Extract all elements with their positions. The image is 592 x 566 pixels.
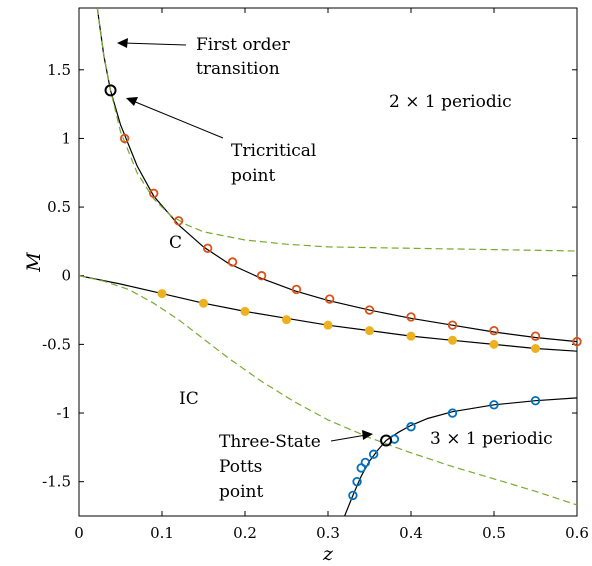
- orange-open-circle-marker: [148, 188, 159, 199]
- x-tick-label: 0.6: [565, 524, 589, 542]
- blue-open-circle-marker: [530, 395, 541, 406]
- y-axis-title: M: [23, 252, 45, 273]
- yellow-filled-circle-marker: [199, 298, 208, 308]
- x-tick-label: 0: [74, 524, 84, 542]
- x-tick-label: 0.5: [482, 524, 506, 542]
- blue-open-circle-marker: [360, 457, 371, 468]
- region-ic-label: IC: [179, 389, 199, 409]
- orange-open-circle-marker: [256, 271, 267, 281]
- first-order-label-line1: First order: [196, 35, 291, 55]
- tricritical-label-line2: point: [231, 166, 276, 186]
- yellow-filled-circle-marker: [323, 320, 333, 330]
- three-state-label-line2: Potts: [219, 457, 262, 477]
- yellow-filled-circle-marker: [489, 339, 499, 349]
- y-tick-label: 1.5: [47, 61, 71, 79]
- solid-boundary-line-2: [344, 397, 578, 517]
- blue-open-circle-marker: [368, 449, 379, 459]
- yellow-filled-circle-marker: [240, 306, 250, 316]
- tricritical-label-line1: Tricritical: [231, 141, 316, 161]
- solid-boundary-line-0: [96, 7, 578, 343]
- region-3x1-label: 3 × 1 periodic: [430, 429, 553, 449]
- yellow-filled-circle-marker: [365, 326, 374, 336]
- blue-open-circle-marker: [348, 490, 358, 501]
- x-tick-label: 0.4: [399, 524, 423, 542]
- orange-open-circle-marker: [202, 243, 213, 253]
- orange-open-circle-marker: [119, 133, 130, 144]
- yellow-filled-circle-marker: [448, 335, 457, 345]
- y-tick-label: -1.5: [42, 473, 71, 491]
- annotations: First order transition Tricritical point…: [169, 35, 553, 502]
- y-tick-label: -1: [56, 404, 71, 422]
- first-order-arrowhead: [117, 38, 128, 48]
- orange-open-circle-marker: [572, 336, 582, 347]
- orange-open-circle-marker: [364, 305, 375, 315]
- blue-open-circle-marker: [489, 400, 499, 410]
- blue-open-circle-marker: [447, 408, 458, 418]
- three-state-arrow: [330, 434, 367, 442]
- tricritical-arrowhead: [126, 97, 138, 106]
- y-tick-label: -0.5: [42, 335, 71, 353]
- orange-open-circle-marker: [173, 216, 184, 226]
- x-tick-label: 0.3: [316, 524, 340, 542]
- three-state-label-line1: Three-State: [219, 432, 321, 452]
- dashed-boundary-line-4: [78, 275, 578, 506]
- blue-open-circle-marker: [406, 422, 416, 432]
- orange-open-circle-marker: [489, 325, 499, 336]
- special-point-marker: [104, 84, 117, 97]
- y-tick-label: 0: [61, 267, 71, 285]
- yellow-filled-circle-marker: [406, 331, 416, 341]
- y-tick-label: 0.5: [47, 198, 71, 216]
- orange-open-circle-marker: [324, 294, 335, 304]
- dashed-boundary-line-3: [96, 7, 578, 252]
- yellow-filled-circle-marker: [157, 289, 167, 299]
- orange-open-circle-marker: [227, 257, 238, 267]
- orange-open-circle-marker: [406, 312, 416, 322]
- yellow-filled-circle-marker: [282, 315, 291, 325]
- region-c-label: C: [169, 233, 182, 253]
- x-axis-title: z: [322, 543, 334, 565]
- three-state-arrowhead: [362, 430, 373, 440]
- y-axis-ticks: 1.5 1 0.5 0 -0.5 -1 -1.5: [42, 61, 577, 491]
- orange-open-circle-marker: [291, 284, 302, 295]
- special-point-marker: [380, 434, 393, 447]
- orange-open-circle-marker: [447, 320, 458, 330]
- x-tick-label: 0.1: [150, 524, 174, 542]
- tricritical-arrow: [132, 100, 224, 139]
- first-order-arrow: [123, 42, 187, 46]
- y-tick-label: 1: [61, 129, 71, 147]
- region-2x1-label: 2 × 1 periodic: [389, 92, 512, 112]
- first-order-label-line2: transition: [196, 59, 280, 79]
- blue-open-circle-marker: [352, 476, 362, 487]
- orange-open-circle-marker: [530, 331, 541, 341]
- x-tick-label: 0.2: [233, 524, 257, 542]
- three-state-label-line3: point: [219, 482, 264, 502]
- yellow-filled-circle-marker: [531, 343, 540, 353]
- annotation-arrows: [117, 38, 373, 442]
- series-markers: [104, 84, 582, 501]
- x-axis-ticks: 0 0.1 0.2 0.3 0.4 0.5 0.6: [74, 8, 589, 542]
- plot-area-frame: [78, 7, 578, 517]
